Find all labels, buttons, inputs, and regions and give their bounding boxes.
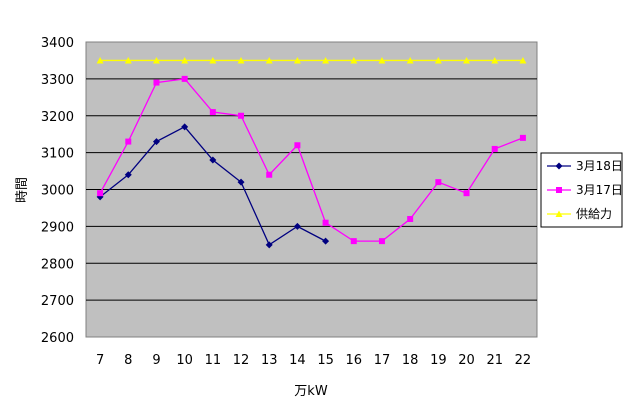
data-point bbox=[406, 56, 414, 64]
data-point bbox=[124, 171, 132, 179]
data-point bbox=[125, 138, 132, 145]
data-point bbox=[209, 56, 217, 64]
gridlines bbox=[86, 78, 537, 301]
x-tick-label: 13 bbox=[261, 353, 278, 368]
x-tick-label: 10 bbox=[176, 353, 193, 368]
data-point bbox=[181, 56, 189, 64]
series-line bbox=[99, 78, 524, 242]
data-point bbox=[152, 138, 160, 146]
y-tick-label: 2900 bbox=[41, 220, 74, 235]
data-point bbox=[181, 123, 189, 131]
data-point bbox=[322, 219, 329, 226]
x-tick-label: 22 bbox=[515, 353, 532, 368]
data-point bbox=[153, 79, 160, 86]
x-tick-label: 8 bbox=[124, 353, 132, 368]
data-point bbox=[293, 56, 301, 64]
x-tick-label: 11 bbox=[205, 353, 222, 368]
legend-label: 供給力 bbox=[576, 207, 612, 221]
data-point bbox=[152, 56, 160, 64]
y-tick-label: 3200 bbox=[41, 110, 74, 125]
data-point bbox=[491, 56, 499, 64]
y-tick-label: 3400 bbox=[41, 36, 74, 51]
data-point bbox=[434, 56, 442, 64]
y-axis-title: 時間 bbox=[15, 177, 30, 203]
x-tick-label: 18 bbox=[402, 353, 419, 368]
data-point bbox=[238, 112, 245, 119]
x-tick-label: 9 bbox=[152, 353, 160, 368]
data-point bbox=[294, 142, 301, 149]
legend-marker bbox=[555, 162, 563, 170]
data-point bbox=[237, 178, 245, 186]
data-point bbox=[124, 56, 132, 64]
legend-label: 3月17日 bbox=[576, 183, 623, 197]
data-point bbox=[237, 56, 245, 64]
legend-marker bbox=[556, 187, 562, 193]
x-tick-label: 15 bbox=[317, 353, 334, 368]
data-point bbox=[265, 56, 273, 64]
data-point bbox=[322, 56, 330, 64]
series-1 bbox=[96, 123, 330, 249]
y-tick-label: 3300 bbox=[41, 73, 74, 88]
data-point bbox=[209, 109, 216, 116]
y-tick-label: 3000 bbox=[41, 184, 74, 199]
y-tick-label: 3100 bbox=[41, 147, 74, 162]
x-tick-label: 17 bbox=[374, 353, 391, 368]
data-point bbox=[378, 238, 385, 245]
y-tick-label: 2800 bbox=[41, 257, 74, 272]
legend-label: 3月18日 bbox=[576, 159, 623, 173]
x-tick-label: 16 bbox=[346, 353, 363, 368]
x-tick-label: 21 bbox=[486, 353, 503, 368]
series-2 bbox=[97, 75, 526, 245]
data-point bbox=[519, 56, 527, 64]
data-point bbox=[209, 156, 217, 164]
data-point bbox=[463, 190, 470, 197]
data-point bbox=[519, 134, 526, 141]
data-point bbox=[181, 75, 188, 82]
data-point bbox=[96, 56, 104, 64]
legend-marker bbox=[555, 210, 563, 217]
y-tick-label: 2600 bbox=[41, 331, 74, 346]
data-point bbox=[463, 56, 471, 64]
x-tick-labels: 7 8 9 10 11 12 13 14 15 16 17 18 19 20 21 22 bbox=[96, 353, 531, 368]
x-tick-label: 19 bbox=[430, 353, 447, 368]
data-point bbox=[491, 145, 498, 152]
data-point bbox=[322, 237, 330, 245]
data-point bbox=[435, 179, 442, 186]
data-point bbox=[350, 56, 358, 64]
y-tick-label: 2700 bbox=[41, 294, 74, 309]
data-point bbox=[265, 241, 273, 249]
x-tick-label: 7 bbox=[96, 353, 104, 368]
series-3 bbox=[96, 56, 527, 64]
data-point bbox=[97, 190, 104, 197]
data-point bbox=[407, 216, 414, 222]
x-tick-label: 12 bbox=[233, 353, 250, 368]
data-point bbox=[266, 171, 273, 178]
series-group bbox=[96, 56, 527, 249]
data-point bbox=[350, 238, 357, 245]
x-axis-title: 万kW bbox=[294, 384, 328, 399]
x-tick-label: 20 bbox=[458, 353, 475, 368]
y-tick-labels: 2600 2700 2800 2900 3000 3100 3200 3300 3400 bbox=[41, 36, 74, 346]
data-point bbox=[293, 222, 301, 230]
data-point bbox=[378, 56, 386, 64]
x-tick-label: 14 bbox=[289, 353, 306, 368]
